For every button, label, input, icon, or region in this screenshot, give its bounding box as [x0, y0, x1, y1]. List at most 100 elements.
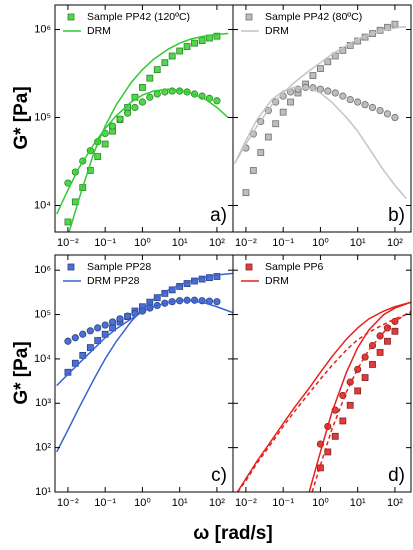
marker-square: [331, 432, 339, 440]
marker-square: [168, 52, 176, 60]
legend-label: DRM: [87, 25, 111, 37]
x-tick-label: 10⁻¹: [272, 237, 294, 249]
marker-circle: [101, 321, 109, 329]
marker-square: [309, 72, 317, 79]
marker-square: [272, 120, 280, 128]
marker-circle: [124, 109, 132, 117]
legend-label: Sample PP28: [87, 261, 151, 273]
marker-square: [257, 149, 265, 156]
x-tick-label: 10⁻¹: [94, 497, 116, 509]
y-tick-label: 10²: [35, 442, 51, 454]
marker-circle: [391, 113, 399, 122]
curve: [234, 25, 407, 164]
marker-circle: [116, 315, 124, 323]
x-tick-label: 10⁻²: [235, 237, 257, 249]
marker-square: [153, 66, 161, 74]
marker-square: [354, 387, 362, 395]
x-tick-label: 10²: [209, 237, 225, 249]
x-tick-label: 10⁻²: [57, 237, 79, 249]
marker-circle: [124, 312, 132, 320]
marker-square: [176, 47, 184, 55]
legend-label: DRM: [265, 25, 289, 37]
marker-square: [369, 361, 376, 368]
marker-square: [213, 32, 221, 40]
marker-square: [376, 349, 384, 356]
y-axis-label: G* [Pa]: [11, 341, 32, 404]
marker-square: [213, 273, 221, 280]
marker-square: [94, 337, 102, 344]
curve: [56, 88, 229, 215]
marker-circle: [86, 327, 94, 335]
marker-square: [339, 417, 347, 425]
y-tick-label: 10⁵: [34, 111, 51, 123]
panel-frame: [232, 254, 412, 493]
x-tick-label: 10¹: [172, 237, 188, 249]
marker-square: [346, 401, 354, 409]
legend-label: DRM: [265, 275, 289, 287]
x-tick-label: 10²: [387, 497, 403, 509]
marker-circle: [64, 337, 72, 345]
y-tick-label: 10⁴: [34, 199, 51, 211]
x-tick-label: 10⁰: [312, 237, 329, 249]
marker-square: [361, 374, 369, 381]
marker-square: [384, 337, 391, 345]
curve: [308, 301, 411, 492]
x-tick-label: 10⁻¹: [272, 497, 294, 509]
y-axis-label: G* [Pa]: [11, 86, 32, 149]
legend-label: Sample PP42 (80ºC): [265, 11, 362, 23]
curve: [56, 272, 233, 453]
marker-square: [79, 352, 87, 359]
marker-circle: [324, 87, 332, 95]
plot-area: [236, 301, 411, 492]
marker-square: [242, 189, 250, 197]
marker-circle: [361, 101, 369, 109]
curve: [234, 86, 407, 200]
legend-marker: [67, 13, 75, 21]
marker-circle: [354, 365, 362, 374]
marker-square: [86, 167, 94, 174]
x-tick-label: 10²: [387, 237, 403, 249]
curve: [68, 32, 229, 232]
panel-frame: [54, 254, 234, 493]
marker-square: [391, 20, 399, 28]
marker-circle: [368, 103, 377, 112]
legend-label: DRM PP28: [87, 275, 140, 287]
legend-label: Sample PP6: [265, 261, 324, 273]
y-tick-label: 10⁵: [34, 308, 51, 320]
x-tick-label: 10¹: [350, 237, 366, 249]
marker-square: [146, 74, 154, 82]
marker-square: [198, 37, 206, 44]
panel-label: d): [388, 465, 405, 486]
plot-area: [56, 32, 229, 232]
panel-label: a): [210, 205, 227, 226]
legend-label: Sample PP42 (120ºC): [87, 11, 190, 23]
marker-square: [279, 108, 287, 116]
marker-circle: [131, 103, 139, 112]
x-tick-label: 10⁰: [134, 497, 151, 509]
plot-area: [234, 20, 407, 200]
panel-label: c): [211, 465, 227, 486]
marker-circle: [376, 106, 384, 115]
legend-marker: [245, 13, 253, 21]
marker-square: [264, 133, 272, 141]
y-tick-label: 10⁴: [34, 353, 51, 365]
y-tick-label: 10⁶: [34, 264, 51, 276]
marker-circle: [331, 89, 339, 97]
x-tick-label: 10⁰: [312, 497, 329, 509]
marker-square: [191, 39, 198, 47]
marker-circle: [354, 98, 362, 106]
plot-area: [56, 272, 233, 453]
x-tick-label: 10⁻²: [57, 497, 79, 509]
marker-circle: [153, 90, 161, 98]
x-axis-label: ω [rad/s]: [193, 523, 272, 544]
marker-circle: [138, 98, 147, 106]
marker-circle: [339, 391, 347, 400]
marker-square: [324, 58, 332, 66]
panel-frame: [232, 4, 412, 233]
x-tick-label: 10⁻²: [235, 497, 257, 509]
marker-circle: [108, 318, 117, 326]
marker-circle: [79, 330, 87, 338]
marker-square: [101, 140, 109, 148]
x-tick-label: 10⁻¹: [94, 237, 116, 249]
